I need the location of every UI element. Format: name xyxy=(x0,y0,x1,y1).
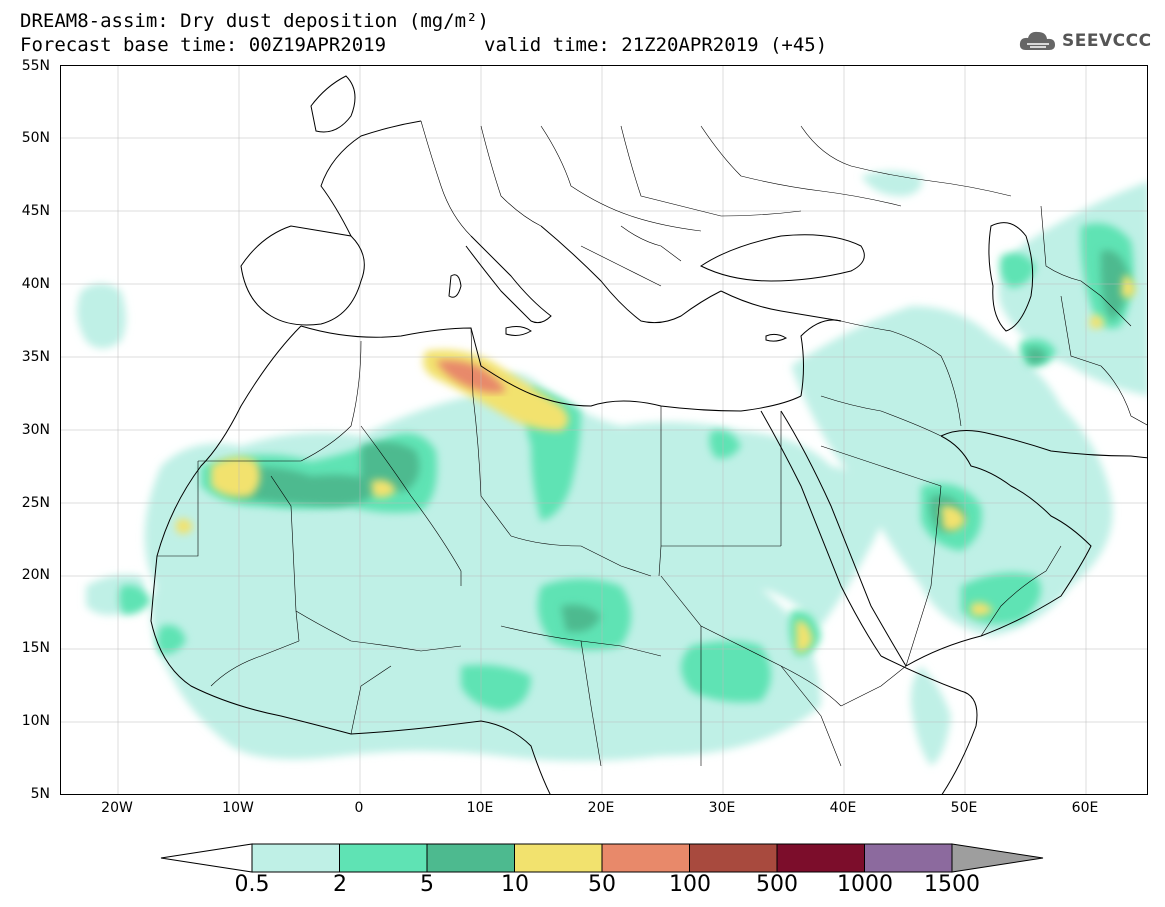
lat-label-25n: 25N xyxy=(21,495,50,511)
valid-time: valid time: 21Z20APR2019 (+45) xyxy=(484,34,828,56)
colorbar-bin-0.5-2 xyxy=(251,843,340,873)
seevccc-logo: SEEVCCC xyxy=(1018,28,1152,54)
lon-label-50e: 50E xyxy=(950,800,978,816)
colorbar-label: 2 xyxy=(333,872,347,897)
lon-label-30e: 30E xyxy=(708,800,736,816)
lat-label-55n: 55N xyxy=(21,58,50,74)
lon-label-20e: 20E xyxy=(587,800,615,816)
lon-label-10w: 10W xyxy=(222,800,254,816)
lon-label-40e: 40E xyxy=(829,800,857,816)
lon-label-10e: 10E xyxy=(466,800,494,816)
lat-label-45n: 45N xyxy=(21,203,50,219)
lat-label-20n: 20N xyxy=(21,567,50,583)
colorbar-label: 1000 xyxy=(837,872,893,897)
lat-label-40n: 40N xyxy=(21,276,50,292)
colorbar-label: 1500 xyxy=(924,872,980,897)
colorbar-above-arrow xyxy=(951,843,1044,873)
dust-deposition-map xyxy=(60,65,1148,795)
lat-label-30n: 30N xyxy=(21,422,50,438)
colorbar-bin-50-100 xyxy=(601,843,690,873)
graticule xyxy=(61,66,1147,794)
colorbar-bin-1000-1500 xyxy=(864,843,953,873)
colorbar-bin-10-50 xyxy=(514,843,603,873)
colorbar-bin-100-500 xyxy=(689,843,778,873)
deposition-shading-50-100 xyxy=(436,360,506,393)
colorbar-label: 100 xyxy=(669,872,711,897)
forecast-base-time: Forecast base time: 00Z19APR2019 xyxy=(20,34,387,56)
colorbar-label: 500 xyxy=(756,872,798,897)
colorbar-label: 0.5 xyxy=(234,872,270,897)
colorbar xyxy=(160,843,1044,873)
lat-label-35n: 35N xyxy=(21,349,50,365)
map-title: DREAM8-assim: Dry dust deposition (mg/m²… xyxy=(20,10,489,32)
colorbar-below-arrow xyxy=(160,843,253,873)
colorbar-bin-5-10 xyxy=(426,843,515,873)
colorbar-bin-2-5 xyxy=(339,843,428,873)
colorbar-label: 10 xyxy=(501,872,529,897)
colorbar-label: 5 xyxy=(420,872,434,897)
lon-label-60e: 60E xyxy=(1071,800,1099,816)
colorbar-label: 50 xyxy=(588,872,616,897)
deposition-shading-5-10 xyxy=(220,250,1129,632)
colorbar-bin-500-1000 xyxy=(776,843,865,873)
logo-text: SEEVCCC xyxy=(1062,31,1152,51)
lat-label-10n: 10N xyxy=(21,713,50,729)
country-borders xyxy=(157,120,1147,767)
lat-label-15n: 15N xyxy=(21,640,50,656)
lon-label-0: 0 xyxy=(354,800,364,816)
cloud-logo-icon xyxy=(1019,31,1055,50)
lon-label-20w: 20W xyxy=(101,800,133,816)
map-canvas xyxy=(61,66,1147,794)
lat-label-50n: 50N xyxy=(21,130,50,146)
lat-label-5n: 5N xyxy=(30,786,50,802)
